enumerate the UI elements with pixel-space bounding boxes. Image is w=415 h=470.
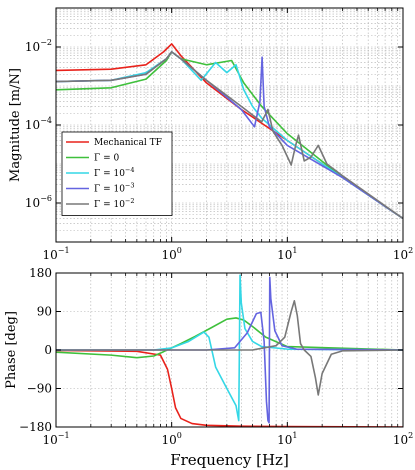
- magnitude-xtick-label: 102: [393, 246, 413, 262]
- phase-xtick-label: 100: [161, 431, 181, 447]
- phase-ytick-label: 180: [29, 266, 52, 280]
- magnitude-xtick-label: 10−1: [42, 246, 69, 262]
- legend-label-1: Γ = 0: [94, 154, 120, 164]
- legend: Mechanical TF Γ = 0 Γ = 10−4 Γ = 10−3 Γ = 10…: [61, 131, 173, 216]
- phase-ytick-label: −180: [19, 420, 52, 434]
- phase-x-axis-label: Frequency [Hz]: [170, 451, 289, 469]
- magnitude-series-1: [56, 51, 403, 220]
- phase-ytick-label: −90: [27, 382, 52, 396]
- magnitude-xtick-label: 101: [277, 246, 297, 262]
- phase-y-axis-label: Phase [deg]: [4, 311, 19, 389]
- magnitude-y-axis-label: Magnitude [m/N]: [8, 68, 23, 182]
- magnitude-ytick-label: 10−4: [25, 116, 52, 132]
- legend-label-0: Mechanical TF: [94, 138, 162, 148]
- phase-xtick-label: 101: [277, 431, 297, 447]
- legend-label-2: Γ = 10−4: [94, 166, 135, 179]
- phase-series-2: [56, 274, 403, 422]
- phase-xtick-label: 102: [393, 431, 413, 447]
- magnitude-series-4: [56, 51, 403, 220]
- phase-series-4: [56, 300, 403, 396]
- phase-ytick-label: 90: [37, 305, 52, 319]
- magnitude-ytick-label: 10−6: [25, 194, 52, 210]
- magnitude-xtick-label: 100: [161, 246, 181, 262]
- phase-series-3: [56, 276, 403, 424]
- magnitude-ytick-label: 10−2: [25, 38, 52, 54]
- phase-ytick-label: 0: [44, 343, 52, 357]
- legend-label-4: Γ = 10−2: [94, 197, 135, 210]
- phase-series-group: [56, 274, 403, 427]
- magnitude-series-group: [56, 43, 403, 220]
- legend-label-3: Γ = 10−3: [94, 182, 135, 195]
- magnitude-grid: [56, 8, 403, 242]
